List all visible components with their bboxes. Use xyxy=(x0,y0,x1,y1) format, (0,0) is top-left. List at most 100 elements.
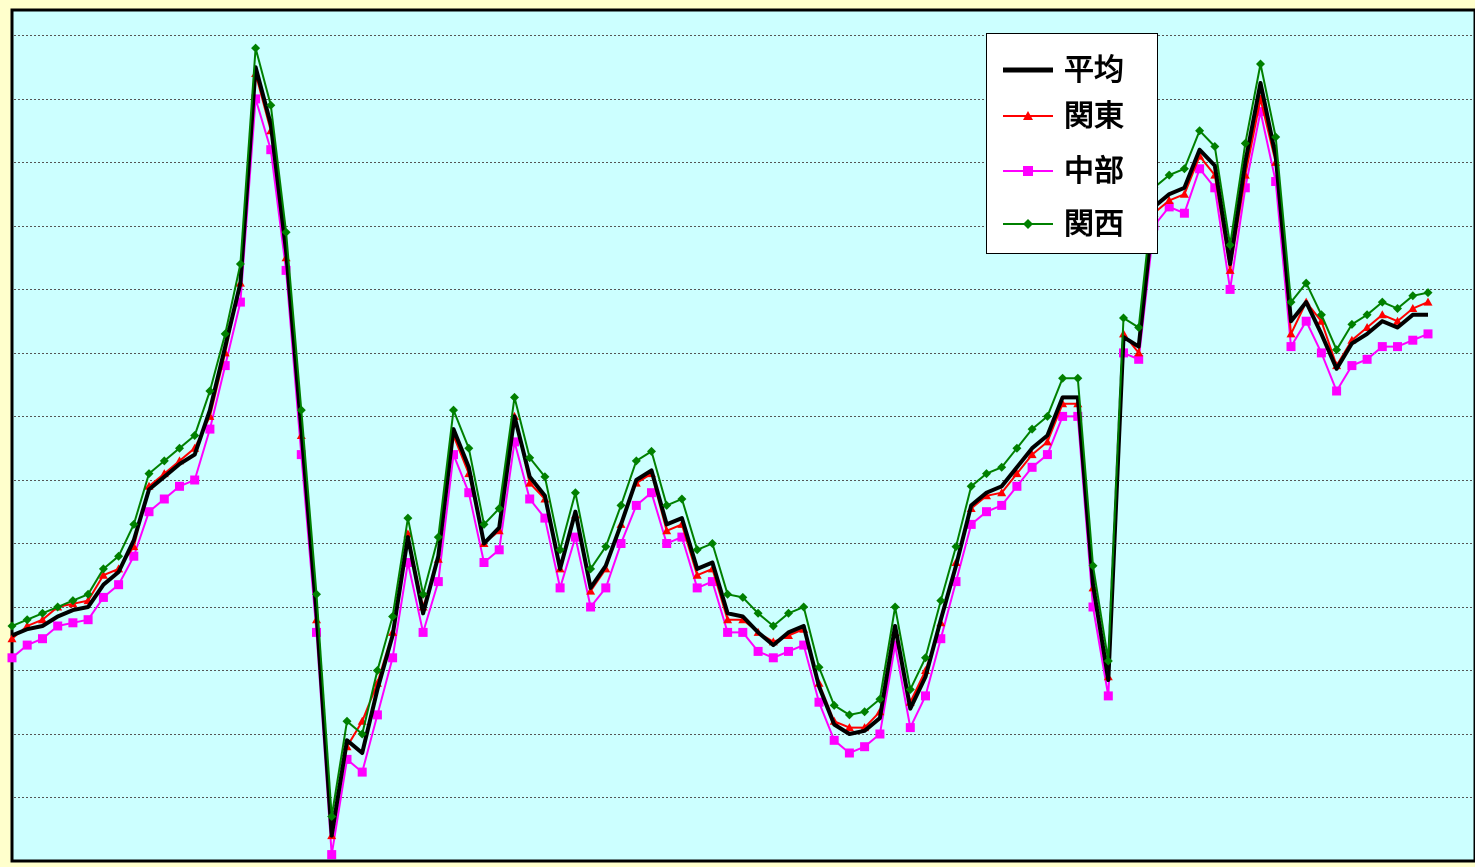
point-kansai xyxy=(966,481,976,491)
point-kanto xyxy=(1042,437,1052,446)
point-kansai xyxy=(327,812,337,821)
point-chubu xyxy=(1393,342,1402,352)
point-kansai xyxy=(175,443,184,453)
point-kansai xyxy=(1271,132,1281,142)
point-kansai xyxy=(525,453,535,463)
point-chubu xyxy=(982,507,991,517)
point-kanto xyxy=(38,615,47,624)
point-chubu xyxy=(266,145,276,155)
point-kansai xyxy=(510,392,519,402)
point-chubu xyxy=(921,691,930,701)
series-average xyxy=(11,65,1428,838)
point-chubu xyxy=(677,532,687,542)
point-kanto xyxy=(1316,316,1326,325)
point-kansai xyxy=(1347,319,1357,329)
point-kansai xyxy=(1286,297,1296,307)
point-chubu xyxy=(1179,208,1189,218)
point-kansai xyxy=(449,405,458,415)
point-chubu xyxy=(190,475,200,485)
point-kansai xyxy=(601,542,611,552)
point-kansai xyxy=(53,602,63,612)
point-kansai xyxy=(205,386,215,396)
point-kansai xyxy=(1027,424,1037,434)
point-chubu xyxy=(829,735,839,745)
point-chubu xyxy=(68,618,78,628)
legend-item-kansai: 関西 xyxy=(987,205,1159,245)
series-line-kansai xyxy=(11,47,1429,818)
point-chubu xyxy=(601,583,611,593)
point-chubu xyxy=(738,627,748,637)
point-chubu xyxy=(342,754,352,764)
point-chubu xyxy=(98,592,108,602)
point-kansai xyxy=(98,564,108,574)
point-chubu xyxy=(799,640,809,650)
point-kansai xyxy=(418,589,428,599)
point-chubu xyxy=(860,742,870,752)
point-kansai xyxy=(1058,373,1068,383)
legend: 平均 関東 中部 関西 xyxy=(986,33,1158,254)
point-kansai xyxy=(753,608,763,618)
point-chubu xyxy=(1301,316,1311,326)
legend-swatch-average xyxy=(1003,67,1053,73)
point-kansai xyxy=(129,519,139,529)
point-chubu xyxy=(1225,284,1235,294)
point-chubu xyxy=(388,653,398,663)
point-kansai xyxy=(251,43,261,53)
point-kanto xyxy=(1027,450,1037,459)
point-chubu xyxy=(1210,183,1220,193)
point-chubu xyxy=(251,94,261,104)
legend-swatch-chubu xyxy=(1003,166,1053,176)
point-kansai xyxy=(997,462,1007,472)
point-kansai xyxy=(1164,170,1174,180)
point-chubu xyxy=(814,697,824,707)
point-kanto xyxy=(525,478,535,487)
point-kansai xyxy=(220,329,230,339)
point-chubu xyxy=(647,488,656,498)
point-kansai xyxy=(281,227,291,237)
point-kansai xyxy=(68,596,78,606)
point-kansai xyxy=(784,608,793,618)
point-kansai xyxy=(1240,138,1250,148)
point-kansai xyxy=(342,716,352,726)
point-chubu xyxy=(1240,183,1250,193)
legend-label-kanto: 関東 xyxy=(1064,99,1124,134)
point-kansai xyxy=(479,519,489,529)
point-chubu xyxy=(905,723,915,733)
point-chubu xyxy=(494,545,504,555)
point-kansai xyxy=(1179,164,1189,174)
point-chubu xyxy=(997,500,1007,510)
point-chubu xyxy=(144,507,154,517)
point-kanto xyxy=(1134,348,1144,357)
point-kansai xyxy=(296,405,306,415)
point-kansai xyxy=(1210,142,1220,151)
point-chubu xyxy=(768,653,778,663)
point-chubu xyxy=(951,577,961,587)
point-kansai xyxy=(555,545,565,555)
point-chubu xyxy=(357,767,367,777)
point-chubu xyxy=(418,627,428,637)
point-kansai xyxy=(844,710,854,720)
point-chubu xyxy=(53,621,63,631)
legend-item-kanto: 関東 xyxy=(987,97,1159,137)
point-kanto xyxy=(586,586,596,595)
point-kansai xyxy=(235,259,245,269)
point-chubu xyxy=(707,577,717,587)
point-kanto xyxy=(1362,323,1372,331)
point-kansai xyxy=(570,488,580,498)
point-kansai xyxy=(1316,310,1326,320)
legend-item-average: 平均 xyxy=(987,51,1159,91)
point-kanto xyxy=(1393,316,1402,325)
point-kansai xyxy=(860,707,870,717)
point-kanto xyxy=(98,570,108,579)
point-kansai xyxy=(814,662,824,672)
point-kansai xyxy=(540,472,550,482)
point-chubu xyxy=(449,450,458,460)
point-kansai xyxy=(1119,313,1128,323)
point-kansai xyxy=(738,592,748,602)
point-chubu xyxy=(844,748,854,758)
point-kansai xyxy=(1362,310,1372,320)
point-chubu xyxy=(1271,177,1281,186)
point-kansai xyxy=(1088,561,1098,571)
point-kansai xyxy=(22,615,32,625)
point-chubu xyxy=(1408,335,1418,345)
